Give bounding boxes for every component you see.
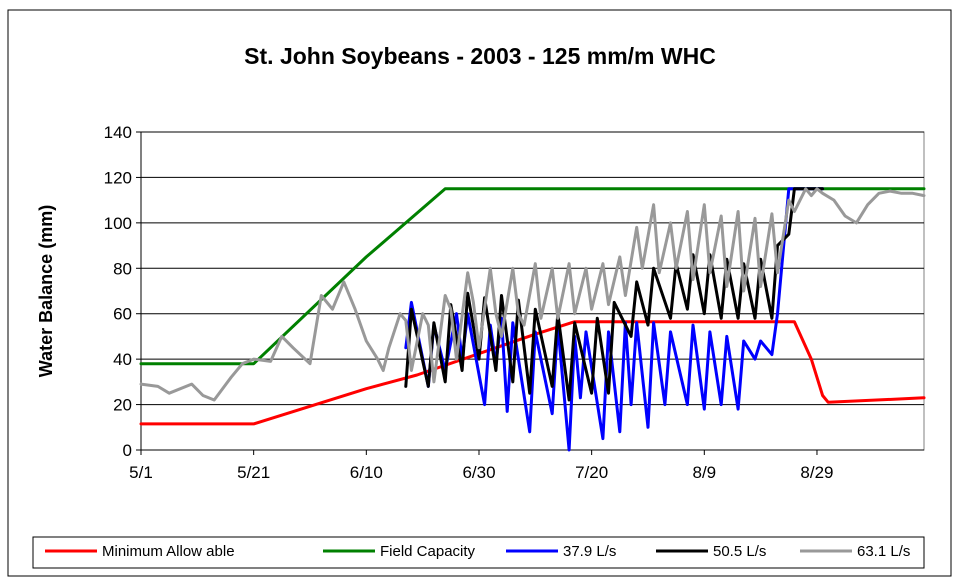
y-tick-label: 100 [104, 214, 132, 233]
series-lines [139, 187, 926, 452]
y-tick-label: 80 [113, 259, 132, 278]
y-tick-label: 40 [113, 350, 132, 369]
y-axis-ticks: 0 20 40 60 80 100 120 140 [104, 123, 141, 460]
x-tick-label: 5/1 [129, 463, 153, 482]
x-tick-label: 6/30 [462, 463, 495, 482]
series-line-37-9-l-s [404, 187, 825, 452]
x-tick-label: 6/10 [350, 463, 383, 482]
y-tick-label: 20 [113, 396, 132, 415]
legend-label: Minimum Allow able [102, 543, 235, 560]
y-axis-title: Water Balance (mm) [36, 205, 56, 377]
x-tick-label: 5/21 [237, 463, 270, 482]
x-tick-label: 8/29 [800, 463, 833, 482]
series-line-63-1-l-s [139, 187, 926, 402]
x-axis-ticks: 5/1 5/21 6/10 6/30 7/20 8/9 8/29 [129, 450, 834, 482]
legend-label: 63.1 L/s [857, 543, 910, 560]
x-tick-label: 7/20 [575, 463, 608, 482]
legend-entries: Minimum Allow able Field Capacity 37.9 L/s… [45, 543, 910, 560]
legend-label: 37.9 L/s [563, 543, 616, 560]
legend-label: 50.5 L/s [713, 543, 766, 560]
legend [32, 536, 925, 569]
x-tick-label: 8/9 [692, 463, 716, 482]
y-tick-label: 120 [104, 168, 132, 187]
y-tick-label: 0 [123, 441, 132, 460]
legend-label: Field Capacity [380, 543, 476, 560]
y-tick-label: 60 [113, 305, 132, 324]
series-line-field-capacity [139, 187, 926, 366]
y-tick-label: 140 [104, 123, 132, 142]
chart-title: St. John Soybeans - 2003 - 125 mm/m WHC [244, 43, 716, 69]
